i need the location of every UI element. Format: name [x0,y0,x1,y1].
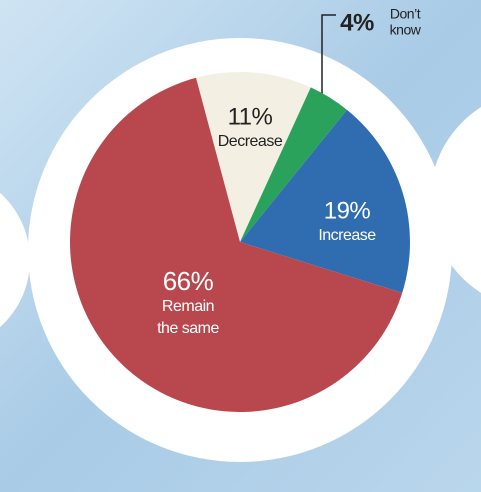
pie-slice [240,87,347,242]
category-label: Increase [318,227,376,244]
pie-slice [240,109,410,293]
category-label: Decrease [218,133,283,150]
value-label: 19% [324,197,371,224]
pie-slice [70,77,403,413]
pie-slice [196,71,311,242]
category-label: Don’t [390,6,421,22]
category-label: the same [157,320,219,337]
value-label: 11% [228,103,273,130]
category-label: know [390,22,422,38]
side-circle [0,192,30,328]
category-label: Remain [162,298,214,315]
value-label: 66% [163,266,214,296]
callout-line [321,14,336,112]
value-label: 4% [340,9,374,36]
